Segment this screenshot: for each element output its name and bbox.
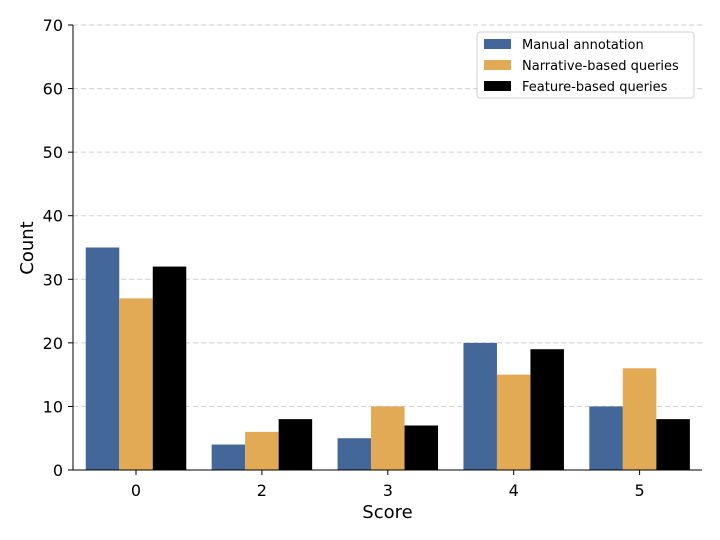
y-ticks: 0 10 20 30 40 50 60 70 bbox=[43, 16, 73, 480]
bar-narrative-based-queries-3 bbox=[371, 406, 405, 470]
bar-narrative-based-queries-0 bbox=[119, 298, 153, 470]
y-tick-label: 40 bbox=[43, 207, 63, 226]
bar-marks bbox=[85, 247, 690, 470]
legend-box bbox=[476, 31, 695, 99]
x-axis-title: Score bbox=[362, 502, 412, 523]
y-tick-label: 0 bbox=[53, 461, 63, 480]
legend-label: Feature-based queries bbox=[522, 80, 668, 95]
y-tick-label: 10 bbox=[43, 397, 63, 416]
legend-label: Manual annotation bbox=[522, 38, 644, 53]
bar-feature-based-queries-4 bbox=[530, 349, 564, 470]
legend-swatch bbox=[484, 39, 511, 49]
bar-narrative-based-queries-4 bbox=[496, 374, 531, 470]
bar-narrative-based-queries-5 bbox=[622, 368, 657, 470]
legend-swatch bbox=[484, 60, 511, 70]
y-tick-label: 20 bbox=[43, 334, 63, 353]
bar-manual-annotation-5 bbox=[589, 406, 623, 470]
bar-narrative-based-queries-2 bbox=[245, 431, 279, 470]
x-tick-label: 2 bbox=[257, 481, 267, 500]
bar-manual-annotation-3 bbox=[337, 438, 372, 470]
bar-feature-based-queries-5 bbox=[656, 419, 690, 470]
x-tick-label: 4 bbox=[509, 481, 519, 500]
y-tick-label: 60 bbox=[43, 80, 63, 99]
bar-manual-annotation-2 bbox=[211, 444, 246, 470]
bar-feature-based-queries-2 bbox=[278, 419, 313, 470]
bar-feature-based-queries-0 bbox=[152, 266, 187, 470]
x-tick-label: 3 bbox=[383, 481, 393, 500]
bar-manual-annotation-0 bbox=[85, 247, 120, 470]
y-tick-label: 50 bbox=[43, 143, 63, 162]
bar-manual-annotation-4 bbox=[463, 342, 497, 470]
x-ticks: 0 2 3 4 5 bbox=[131, 470, 645, 500]
legend-label: Narrative-based queries bbox=[522, 59, 679, 74]
legend-swatch bbox=[484, 81, 511, 91]
bar-feature-based-queries-3 bbox=[404, 425, 439, 470]
y-tick-label: 70 bbox=[43, 16, 63, 35]
y-tick-label: 30 bbox=[43, 270, 63, 289]
y-axis-title: Count bbox=[17, 221, 38, 274]
x-tick-label: 5 bbox=[635, 481, 645, 500]
x-tick-label: 0 bbox=[131, 481, 141, 500]
legend: Manual annotation Narrative-based queries… bbox=[476, 31, 695, 99]
